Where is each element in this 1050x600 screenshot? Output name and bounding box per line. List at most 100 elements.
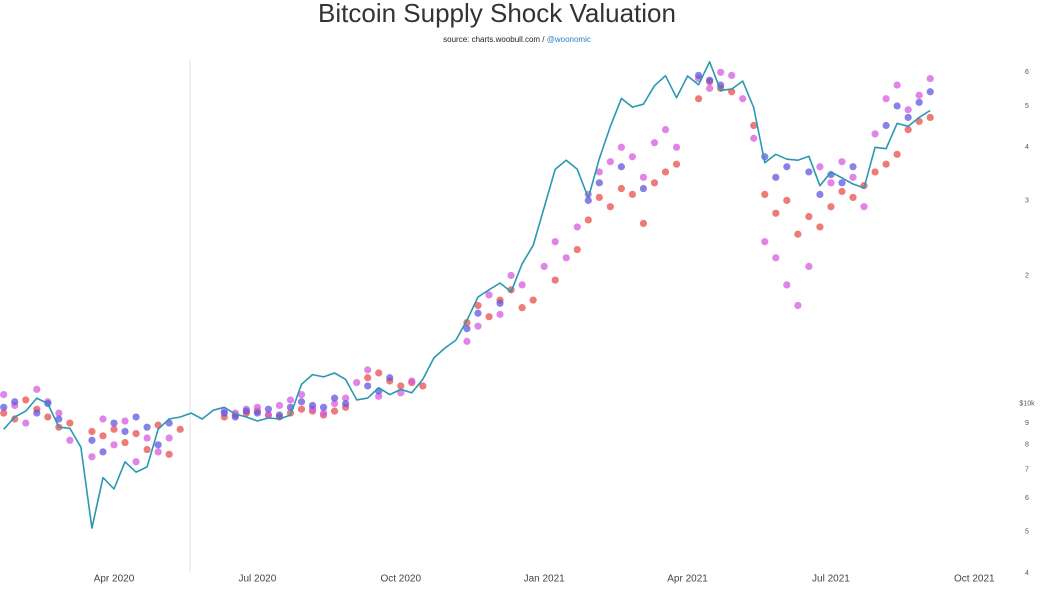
dot [904,126,912,134]
dot [915,98,923,106]
subtitle-link[interactable]: @woonomic [547,35,591,44]
y-tick-label: 8 [1025,442,1029,449]
dot [617,143,625,151]
y-tick-label: 5 [1025,103,1029,110]
chart-title: Bitcoin Supply Shock Valuation [318,0,676,28]
dot [88,427,96,436]
dot [794,301,802,310]
dot [551,238,559,246]
chart-subtitle: source: charts.woobull.com / @woonomic [443,35,591,44]
dot [794,230,802,238]
dot [99,415,107,423]
dot [761,190,769,198]
dot [88,436,96,444]
dot [838,158,846,166]
dot [110,419,118,427]
dot [573,223,581,231]
dot [838,179,846,187]
y-tick-label: 6 [1025,495,1029,502]
dot [694,95,703,103]
y-tick-label: 3 [1025,197,1029,204]
x-tick-label: Oct 2020 [380,574,421,585]
dot [728,71,736,80]
dot [606,203,614,211]
dot [639,173,648,181]
dot [22,419,30,427]
dot [628,153,637,161]
dot [750,134,758,142]
dot [253,409,261,417]
dot [639,184,648,193]
dot [672,143,681,151]
dot [915,91,923,99]
dot [926,74,934,83]
dot [331,394,339,402]
x-tick-label: Jul 2021 [812,574,850,585]
dot [849,163,857,171]
dot [375,392,383,400]
dot [805,168,813,176]
y-tick-label: 4 [1025,144,1029,151]
dot [485,313,493,321]
dot [893,150,901,158]
dot [11,398,19,406]
dot [33,385,41,393]
dot [143,445,151,454]
y-tick-label: 4 [1025,570,1029,577]
dot [518,304,526,312]
dot [364,382,372,390]
dot [904,106,912,114]
dot [529,296,537,304]
dot [121,417,129,425]
dot [926,88,934,96]
dot [22,396,30,404]
dot [33,409,41,417]
dot [805,212,813,221]
dot [882,160,890,168]
dot [275,411,284,419]
dot [871,130,879,138]
dot [849,173,857,181]
dot [926,113,934,122]
dot [672,160,681,168]
y-tick-label: 6 [1025,69,1029,76]
dot [121,427,129,436]
dot [562,254,570,262]
dot [783,196,791,205]
dot [297,405,306,413]
dot [661,168,670,176]
dot [584,216,592,224]
x-tick-label: Jan 2021 [524,574,566,585]
dot [706,84,714,92]
dot [308,401,317,410]
dot [750,121,758,130]
dot [882,121,890,130]
dot [739,95,747,103]
dot [275,401,284,410]
dot [595,193,603,202]
x-tick-label: Apr 2021 [667,574,708,585]
dot [386,374,394,382]
dot [319,409,328,417]
dot [463,337,471,345]
dot [772,254,780,262]
dot [375,369,383,377]
dot [761,238,769,246]
dot [816,223,824,231]
dot [485,291,493,299]
dot [154,441,162,449]
dot [264,411,273,419]
dot [331,407,339,415]
dot [132,413,140,421]
dot [176,425,184,433]
dot [772,209,780,217]
dot [860,203,868,211]
dot [849,193,857,202]
dot [0,390,8,399]
dot [617,184,625,193]
y-tick-label: 5 [1025,529,1029,536]
dot [331,399,339,408]
x-tick-label: Apr 2020 [94,574,135,585]
dot [474,322,482,330]
